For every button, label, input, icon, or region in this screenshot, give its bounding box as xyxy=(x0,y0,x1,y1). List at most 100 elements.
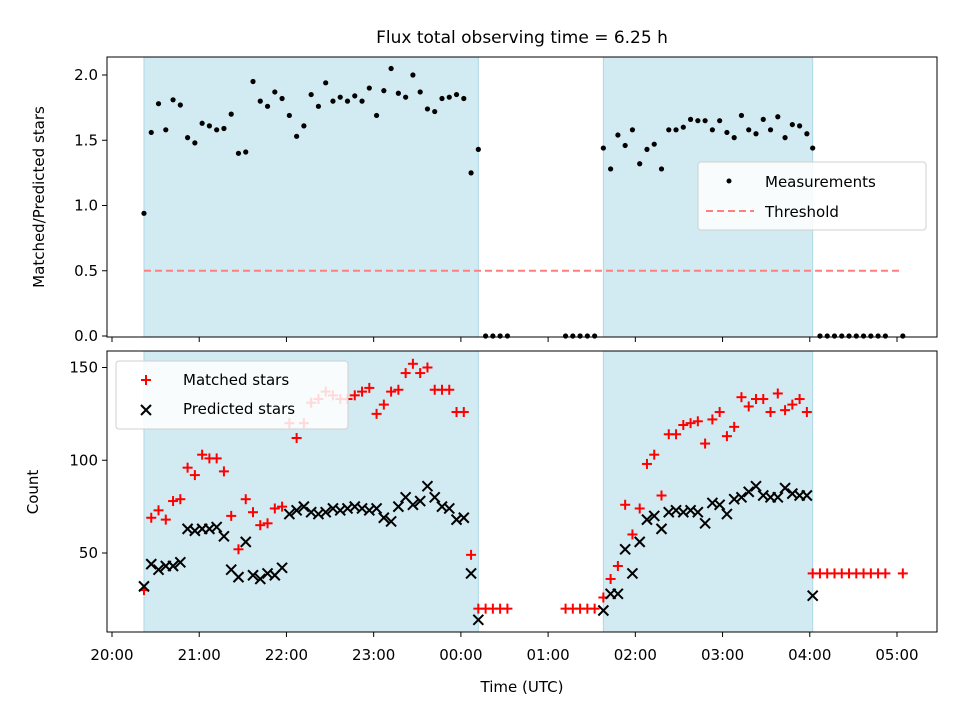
matched-stars-point xyxy=(589,603,600,614)
measurement-point xyxy=(577,333,583,339)
measurement-point xyxy=(366,85,372,91)
bottom-legend-box xyxy=(115,360,349,430)
predicted-stars-point xyxy=(619,543,631,555)
measurement-point xyxy=(403,94,409,100)
measurement-point xyxy=(192,140,198,146)
predicted-stars-point xyxy=(145,558,157,570)
predicted-stars-points xyxy=(138,480,819,626)
measurement-point xyxy=(155,101,162,107)
matched-stars-point xyxy=(386,386,397,397)
matched-stars-point xyxy=(291,432,302,443)
measurement-point xyxy=(163,127,169,133)
measurement-point xyxy=(490,333,496,339)
predicted-stars-point-b xyxy=(626,567,639,580)
top-axes-frame xyxy=(106,56,938,338)
matched-stars-point xyxy=(714,407,725,418)
measurement-point xyxy=(608,166,614,172)
measurement-point xyxy=(746,127,752,133)
top-legend: Measurements Threshold xyxy=(697,161,927,231)
matched-stars-point xyxy=(378,399,389,410)
measurement-point xyxy=(439,95,445,102)
matched-stars-point xyxy=(772,388,783,399)
bottom-y-axis-label: Count xyxy=(24,470,42,515)
top-x-ticks xyxy=(111,337,898,342)
predicted-stars-point-b xyxy=(633,536,646,548)
predicted-stars-point xyxy=(626,567,639,580)
y-tick-label: 100 xyxy=(69,451,98,469)
measurement-point xyxy=(432,108,438,115)
predicted-stars-point xyxy=(138,580,150,593)
measurement-point xyxy=(629,127,636,133)
predicted-stars-point-b xyxy=(283,508,296,520)
measurement-point xyxy=(637,161,643,167)
predicted-stars-point-b xyxy=(174,556,187,568)
measurement-point xyxy=(330,98,336,104)
measurement-point xyxy=(344,98,351,104)
measurement-point xyxy=(388,65,394,72)
matched-stars-point xyxy=(758,394,769,405)
predicted-stars-point xyxy=(174,556,187,568)
predicted-stars-point xyxy=(429,491,441,504)
predicted-stars-point-b xyxy=(728,493,740,505)
x-tick-label: 04:00 xyxy=(788,646,831,664)
predicted-stars-point-b xyxy=(225,563,237,576)
matched-stars-point xyxy=(736,392,747,403)
matched-stars-point xyxy=(649,449,660,460)
matched-stars-point xyxy=(357,386,368,397)
predicted-stars-point-b xyxy=(334,504,346,517)
measurement-point xyxy=(651,141,657,147)
predicted-stars-point xyxy=(167,560,179,572)
predicted-stars-point-b xyxy=(597,604,610,617)
bottom-y-ticks: 50 100 150 xyxy=(69,359,107,562)
measurement-point xyxy=(504,333,511,339)
measurement-point xyxy=(243,149,249,155)
matched-stars-point xyxy=(729,421,740,432)
measurement-point xyxy=(323,80,329,86)
measurement-point xyxy=(600,145,606,151)
x-tick-label: 01:00 xyxy=(526,646,569,664)
measurement-point xyxy=(497,333,503,339)
predicted-stars-point-b xyxy=(203,523,216,535)
measurement-point xyxy=(810,145,816,151)
predicted-stars-point-b xyxy=(750,480,762,492)
bottom-axes-frame xyxy=(106,350,938,633)
predicted-stars-point xyxy=(283,508,296,520)
predicted-stars-point-b xyxy=(429,491,441,504)
measurement-point xyxy=(709,127,715,133)
matched-stars-point xyxy=(248,507,259,518)
matched-stars-point xyxy=(349,390,360,401)
predicted-stars-point xyxy=(254,573,266,585)
measurement-point xyxy=(264,103,271,109)
legend-measurements-label: Measurements xyxy=(765,173,876,191)
predicted-stars-point-b xyxy=(450,513,463,526)
predicted-stars-point-b xyxy=(218,530,230,543)
predicted-stars-point-b xyxy=(312,508,325,520)
measurement-point xyxy=(257,98,263,104)
matched-stars-point xyxy=(801,407,812,418)
matched-stars-point xyxy=(407,358,418,369)
predicted-stars-point xyxy=(699,517,711,530)
predicted-stars-point-b xyxy=(692,506,704,518)
y-tick-label: 0.0 xyxy=(74,327,98,345)
legend-matched-marker xyxy=(141,375,151,385)
predicted-stars-point-b xyxy=(276,562,288,574)
predicted-stars-point xyxy=(218,530,230,543)
y-tick-label: 50 xyxy=(79,544,98,562)
matched-stars-point xyxy=(262,518,273,529)
measurement-point xyxy=(666,127,672,133)
matched-stars-point xyxy=(612,560,623,571)
predicted-stars-point-b xyxy=(240,536,252,548)
measurement-point xyxy=(461,95,467,102)
predicted-stars-point-b xyxy=(472,614,485,626)
predicted-stars-point-b xyxy=(772,491,784,504)
matched-stars-point xyxy=(364,382,375,393)
measurement-point xyxy=(760,116,766,122)
matched-stars-point xyxy=(233,544,244,555)
predicted-stars-point xyxy=(232,571,245,583)
measurement-point xyxy=(453,91,460,98)
chart-title: Flux total observing time = 6.25 h xyxy=(376,28,668,48)
matched-stars-point xyxy=(743,401,754,412)
predicted-stars-point xyxy=(772,491,784,504)
matched-stars-point xyxy=(641,458,652,469)
matched-stars-point xyxy=(765,407,776,418)
